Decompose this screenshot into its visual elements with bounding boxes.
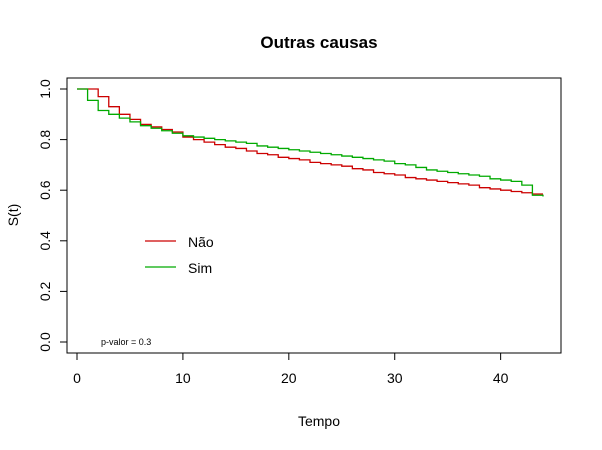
x-tick-label: 10 <box>175 370 191 386</box>
x-tick-label: 30 <box>387 370 403 386</box>
legend-label-sim: Sim <box>188 260 212 276</box>
x-tick-label: 40 <box>493 370 509 386</box>
y-tick-label: 0.0 <box>37 332 53 352</box>
series-line-sim <box>77 88 544 197</box>
x-axis-label: Tempo <box>298 413 340 429</box>
x-tick-label: 0 <box>73 370 81 386</box>
chart-title: Outras causas <box>260 33 377 52</box>
legend-label-nao: Não <box>188 234 214 250</box>
y-axis: 0.0 0.2 0.4 0.6 0.8 1.0 <box>37 79 68 352</box>
series-line-nao <box>77 88 543 195</box>
series-lines <box>77 88 544 197</box>
p-value-annotation: p-valor = 0.3 <box>101 337 151 347</box>
y-tick-label: 0.8 <box>37 130 53 150</box>
y-tick-label: 0.2 <box>37 281 53 301</box>
y-tick-label: 0.4 <box>37 231 53 251</box>
legend: Não Sim <box>145 234 214 276</box>
x-axis: 0 10 20 30 40 <box>73 352 509 386</box>
x-tick-label: 20 <box>281 370 297 386</box>
y-tick-label: 0.6 <box>37 180 53 200</box>
y-tick-label: 1.0 <box>37 79 53 99</box>
y-axis-label: S(t) <box>5 204 21 227</box>
